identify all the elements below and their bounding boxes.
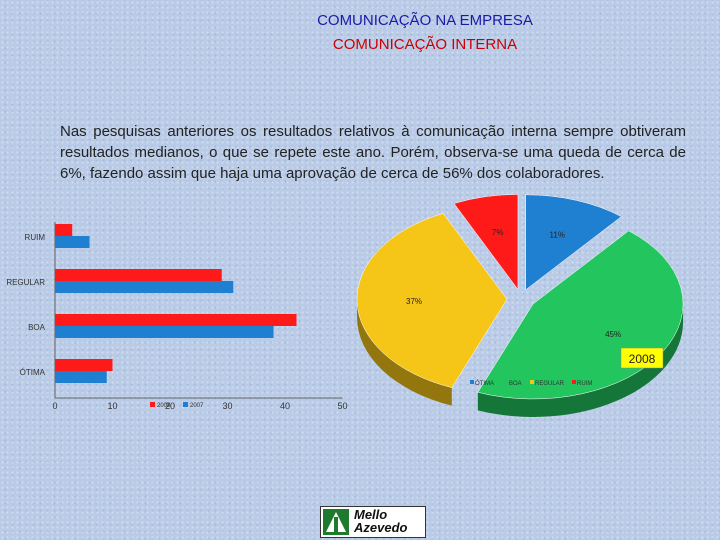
pie-data-label: 11%	[550, 230, 565, 239]
pie-data-label: 7%	[492, 228, 504, 237]
bar-legend-swatch-1	[183, 402, 188, 407]
bar-x-tick-label: 10	[107, 401, 117, 411]
bar-category-label: RUIM	[25, 233, 46, 242]
pie-slice-3	[453, 194, 519, 291]
bar-x-tick-label: 20	[165, 401, 175, 411]
pie-legend-swatch-1	[504, 380, 508, 384]
bar-2008-3	[55, 359, 113, 371]
pie-slice-side-2	[357, 299, 452, 406]
pie-data-label: 45%	[605, 330, 621, 339]
page-title: COMUNICAÇÃO NA EMPRESA	[317, 12, 533, 29]
bar-2007-3	[55, 371, 107, 383]
bar-2007-1	[55, 281, 234, 293]
mello-azevedo-logo: Mello Azevedo	[320, 506, 426, 538]
bar-2007-2	[55, 326, 274, 338]
pie-title: 2008	[629, 352, 656, 366]
pie-legend-swatch-0	[470, 380, 474, 384]
pie-legend-swatch-2	[530, 380, 534, 384]
page-subtitle: COMUNICAÇÃO INTERNA	[332, 36, 518, 53]
pie-legend-label: RUIM	[577, 381, 592, 387]
logo-line1: Mello	[354, 507, 388, 522]
pie-slice-side-1	[477, 303, 684, 417]
bar-category-label: REGULAR	[6, 278, 45, 287]
logo-text: Mello Azevedo	[354, 508, 407, 534]
bar-category-label: ÓTIMA	[20, 368, 46, 377]
pie-legend-swatch-3	[572, 380, 576, 384]
bar-x-tick-label: 30	[222, 401, 232, 411]
pie-slice-0	[525, 194, 622, 291]
pie-legend-label: ÓTIMA	[475, 380, 494, 387]
bar-x-tick-label: 0	[52, 401, 57, 411]
bar-2008-0	[55, 224, 73, 236]
pie-title-box	[620, 347, 664, 369]
bar-x-tick-label: 40	[280, 401, 290, 411]
bar-x-tick-label: 50	[337, 401, 347, 411]
pie-data-label: 37%	[406, 297, 422, 306]
bar-legend-label: 2007	[190, 403, 204, 409]
pie-slice-2	[356, 213, 508, 388]
logo-line2: Azevedo	[354, 520, 408, 535]
pie-legend-label: REGULAR	[535, 381, 565, 387]
description-text: Nas pesquisas anteriores os resultados r…	[60, 123, 686, 182]
bar-2007-0	[55, 236, 90, 248]
logo-mark-icon	[323, 509, 349, 535]
bar-legend-label: 2008	[157, 403, 171, 409]
bar-category-label: BOA	[28, 323, 46, 332]
bar-2008-2	[55, 314, 297, 326]
bar-legend-swatch-0	[150, 402, 155, 407]
pie-legend-label: BOA	[509, 381, 522, 387]
bar-2008-1	[55, 269, 222, 281]
